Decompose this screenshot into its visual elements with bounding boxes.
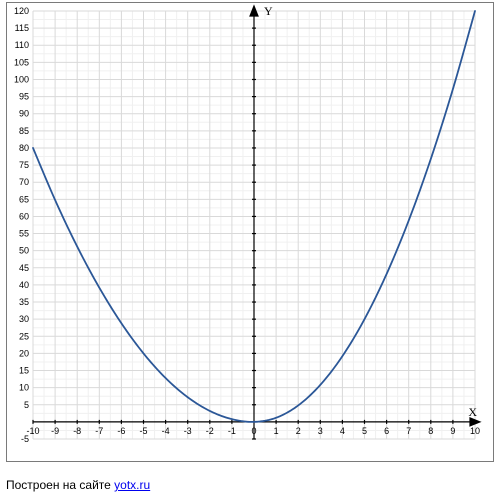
svg-text:95: 95 [19, 92, 29, 102]
svg-text:60: 60 [19, 211, 29, 221]
svg-text:105: 105 [14, 57, 29, 67]
svg-text:55: 55 [19, 229, 29, 239]
svg-text:10: 10 [19, 383, 29, 393]
caption-link[interactable]: yotx.ru [114, 478, 150, 492]
svg-text:20: 20 [19, 348, 29, 358]
svg-text:110: 110 [15, 40, 29, 50]
svg-text:9: 9 [450, 426, 455, 436]
svg-text:70: 70 [19, 177, 29, 187]
svg-text:-5: -5 [21, 434, 29, 444]
svg-text:10: 10 [470, 426, 480, 436]
svg-text:115: 115 [15, 23, 29, 33]
svg-text:75: 75 [19, 160, 29, 170]
svg-text:4: 4 [340, 426, 345, 436]
svg-text:-3: -3 [184, 426, 192, 436]
chart-svg: -10-9-8-7-6-5-4-3-2-1012345678910-551015… [7, 3, 493, 461]
svg-text:-1: -1 [228, 426, 236, 436]
svg-text:25: 25 [19, 331, 29, 341]
svg-text:8: 8 [428, 426, 433, 436]
svg-text:-4: -4 [162, 426, 170, 436]
svg-text:35: 35 [19, 297, 29, 307]
svg-text:Y: Y [264, 4, 273, 18]
svg-text:-5: -5 [139, 426, 147, 436]
svg-text:X: X [468, 405, 477, 419]
svg-text:1: 1 [274, 426, 279, 436]
svg-text:-6: -6 [117, 426, 125, 436]
svg-text:15: 15 [19, 366, 29, 376]
svg-text:-2: -2 [206, 426, 214, 436]
caption: Построен на сайте yotx.ru [6, 478, 150, 492]
caption-prefix: Построен на сайте [6, 478, 114, 492]
svg-text:0: 0 [251, 426, 256, 436]
svg-text:50: 50 [19, 246, 29, 256]
chart-frame: -10-9-8-7-6-5-4-3-2-1012345678910-551015… [0, 0, 500, 502]
svg-text:45: 45 [19, 263, 29, 273]
svg-text:3: 3 [318, 426, 323, 436]
svg-text:90: 90 [19, 109, 29, 119]
svg-text:80: 80 [19, 143, 29, 153]
svg-text:7: 7 [406, 426, 411, 436]
svg-text:85: 85 [19, 126, 29, 136]
chart-border: -10-9-8-7-6-5-4-3-2-1012345678910-551015… [6, 2, 494, 462]
svg-text:120: 120 [14, 6, 29, 16]
svg-text:-8: -8 [73, 426, 81, 436]
svg-text:-7: -7 [95, 426, 103, 436]
svg-text:-9: -9 [51, 426, 59, 436]
svg-text:100: 100 [14, 74, 29, 84]
svg-text:5: 5 [362, 426, 367, 436]
svg-text:30: 30 [19, 314, 29, 324]
svg-text:6: 6 [384, 426, 389, 436]
svg-text:40: 40 [19, 280, 29, 290]
svg-text:5: 5 [24, 400, 29, 410]
svg-text:2: 2 [296, 426, 301, 436]
svg-text:65: 65 [19, 194, 29, 204]
